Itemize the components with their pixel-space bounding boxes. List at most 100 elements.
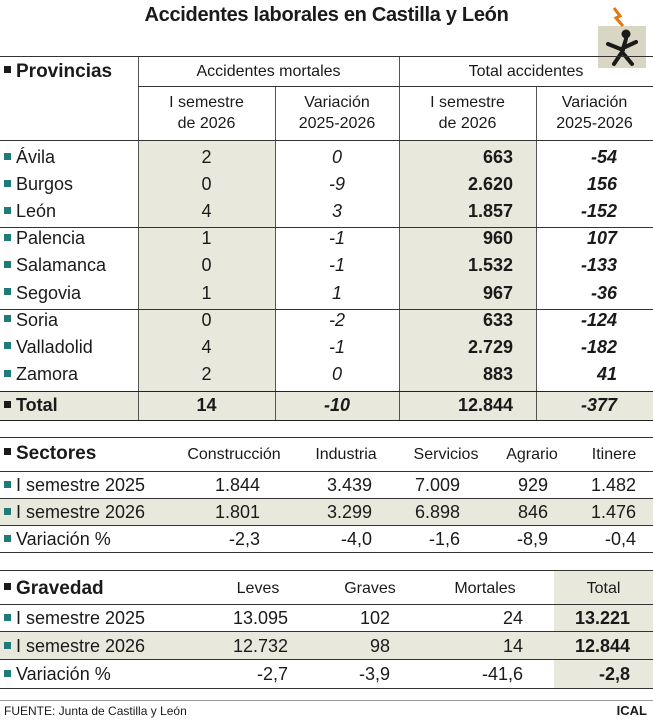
col-header-total-var: Variación 2025-2026 xyxy=(556,94,633,132)
square-marker-icon xyxy=(4,342,11,350)
province-mortales-var: -1 xyxy=(328,255,345,276)
square-marker-icon xyxy=(4,583,11,591)
gravedad-value: 102 xyxy=(359,608,390,628)
square-marker-icon xyxy=(4,261,11,269)
sector-value: 6.898 xyxy=(414,502,460,522)
worker-falling-icon xyxy=(598,7,646,68)
sector-value: 1.844 xyxy=(214,475,260,495)
infographic-title: Accidentes laborales en Castilla y León xyxy=(144,4,509,26)
square-marker-icon xyxy=(4,480,11,488)
col-header-total-sem: I semestre de 2026 xyxy=(430,94,505,132)
ical-credit: ICAL xyxy=(616,703,647,718)
province-row-label: Zamora xyxy=(4,364,78,385)
square-marker-icon xyxy=(4,507,11,515)
square-marker-icon xyxy=(4,641,11,649)
province-row-label: Ávila xyxy=(4,147,55,168)
sector-value: 1.476 xyxy=(590,502,636,522)
sectores-heading: Sectores xyxy=(4,443,96,465)
province-total: 883 xyxy=(482,363,513,384)
province-row-label: Salamanca xyxy=(4,255,106,276)
province-total-var: -182 xyxy=(580,336,617,357)
shade-total-sem xyxy=(399,140,536,392)
gravedad-value: 12.844 xyxy=(574,636,630,656)
square-marker-icon xyxy=(4,315,11,323)
square-marker-icon xyxy=(4,534,11,542)
total-total-var: -377 xyxy=(580,395,617,415)
province-mortales-var: 1 xyxy=(331,282,342,303)
sector-value: 929 xyxy=(517,475,548,495)
sector-col-construccion: Construcción xyxy=(187,446,281,463)
sector-value: 7.009 xyxy=(414,475,460,495)
source-note: FUENTE: Junta de Castilla y León xyxy=(4,704,187,718)
province-total-var: -36 xyxy=(590,282,617,303)
province-total-var: 107 xyxy=(586,228,617,249)
sector-value: -0,4 xyxy=(604,529,636,549)
sector-value: 1.482 xyxy=(590,475,636,495)
sector-value: -1,6 xyxy=(428,529,460,549)
square-marker-icon xyxy=(4,613,11,621)
sector-row-label: I semestre 2025 xyxy=(4,475,145,496)
province-total: 2.729 xyxy=(467,336,513,357)
province-total: 960 xyxy=(482,228,513,249)
province-row-label: Soria xyxy=(4,310,58,331)
gravedad-col-graves: Graves xyxy=(344,580,396,597)
sector-col-servicios: Servicios xyxy=(413,446,479,463)
province-total: 967 xyxy=(482,282,513,303)
gravedad-col-total: Total xyxy=(586,580,621,597)
gravedad-row-label: I semestre 2025 xyxy=(4,608,145,629)
province-total-var: -133 xyxy=(580,255,617,276)
province-mortales-var: -2 xyxy=(328,309,345,330)
gravedad-value: 13.095 xyxy=(232,608,288,628)
sector-value: 3.299 xyxy=(326,502,372,522)
total-row-label: Total xyxy=(4,395,58,416)
col-header-mortales-var: Variación 2025-2026 xyxy=(298,94,376,132)
province-mortales-var: 0 xyxy=(331,147,342,167)
gravedad-value: -2,8 xyxy=(598,664,630,684)
province-mortales: 0 xyxy=(201,174,212,195)
gravedad-value: 12.732 xyxy=(232,636,288,656)
total-mortales: 14 xyxy=(196,395,217,415)
shade-total-row xyxy=(0,392,653,420)
province-row-label: Burgos xyxy=(4,174,73,195)
province-mortales: 4 xyxy=(201,336,212,357)
square-marker-icon xyxy=(4,206,11,214)
gravedad-value: -41,6 xyxy=(481,664,523,684)
province-mortales-var: -9 xyxy=(328,174,345,195)
province-total: 1.532 xyxy=(467,255,513,276)
sector-row-label: I semestre 2026 xyxy=(4,502,145,523)
province-mortales: 0 xyxy=(201,309,212,330)
province-total: 2.620 xyxy=(467,174,513,195)
province-mortales: 4 xyxy=(201,201,212,222)
gravedad-value: -3,9 xyxy=(358,664,390,684)
gravedad-value: 14 xyxy=(502,636,523,656)
gravedad-col-leves: Leves xyxy=(236,580,280,597)
group-header-mortales: Accidentes mortales xyxy=(196,63,341,80)
province-total-var: -124 xyxy=(580,309,617,330)
col-header-mortales-sem: I semestre de 2026 xyxy=(169,94,244,132)
province-mortales-var: 3 xyxy=(331,201,342,222)
sector-row-label: Variación % xyxy=(4,529,111,550)
province-row-label: León xyxy=(4,201,56,222)
square-marker-icon xyxy=(4,448,11,456)
sector-col-industria: Industria xyxy=(315,446,377,463)
province-mortales-var: -1 xyxy=(328,336,345,357)
province-total-var: -152 xyxy=(580,201,617,222)
gravedad-row-label: Variación % xyxy=(4,664,111,685)
square-marker-icon xyxy=(4,152,11,160)
gravedad-value: -2,7 xyxy=(256,664,288,684)
square-marker-icon xyxy=(4,179,11,187)
total-mortales-var: -10 xyxy=(323,395,350,415)
sector-col-itinere: Itinere xyxy=(591,446,637,463)
province-mortales-var: 0 xyxy=(331,363,342,384)
sector-value: 1.801 xyxy=(214,502,260,522)
province-row-label: Segovia xyxy=(4,283,81,304)
sector-value: -2,3 xyxy=(228,529,260,549)
gravedad-col-mortales: Mortales xyxy=(454,580,516,597)
square-marker-icon xyxy=(4,288,11,296)
sector-value: 3.439 xyxy=(326,475,372,495)
gravedad-value: 24 xyxy=(502,608,523,628)
province-total-var: 41 xyxy=(596,363,617,384)
province-mortales-var: -1 xyxy=(328,228,345,249)
sector-col-agrario: Agrario xyxy=(506,446,558,463)
province-mortales: 2 xyxy=(201,147,212,167)
